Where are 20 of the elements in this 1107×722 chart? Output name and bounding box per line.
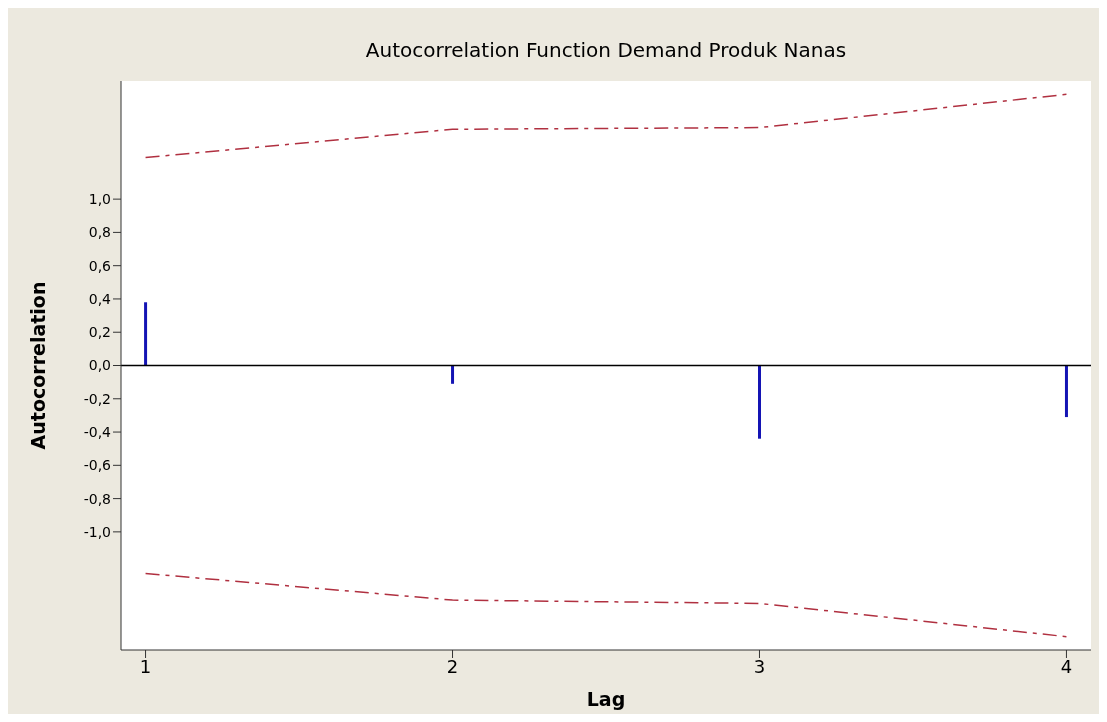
y-tick-label: 1,0	[88, 191, 111, 208]
x-tick-label: 3	[753, 655, 766, 677]
x-axis-title: Lag	[586, 688, 626, 710]
line-series	[144, 572, 1068, 638]
y-axis-title: Autocorrelation	[26, 281, 49, 450]
y-tick-label: -1,0	[83, 523, 111, 540]
y-tick-label: 0,2	[88, 324, 111, 341]
y-tick-label: 0,4	[88, 290, 112, 307]
y-tick-label: -0,8	[83, 490, 111, 507]
y-tick-label: 0,8	[88, 224, 111, 241]
y-tick-label: 0,0	[88, 357, 111, 374]
y-tick-label: -0,4	[83, 424, 112, 441]
chart-title: Autocorrelation Function Demand Produk Nanas	[364, 38, 848, 62]
y-tick-label: -0,2	[83, 390, 111, 407]
x-tick-label: 1	[139, 655, 152, 677]
x-tick-label: 2	[446, 655, 459, 677]
line-series	[144, 93, 1068, 159]
x-tick-label: 4	[1060, 655, 1073, 677]
y-tick-label: 0,6	[88, 257, 112, 274]
y-tick-label: -0,6	[83, 457, 112, 474]
